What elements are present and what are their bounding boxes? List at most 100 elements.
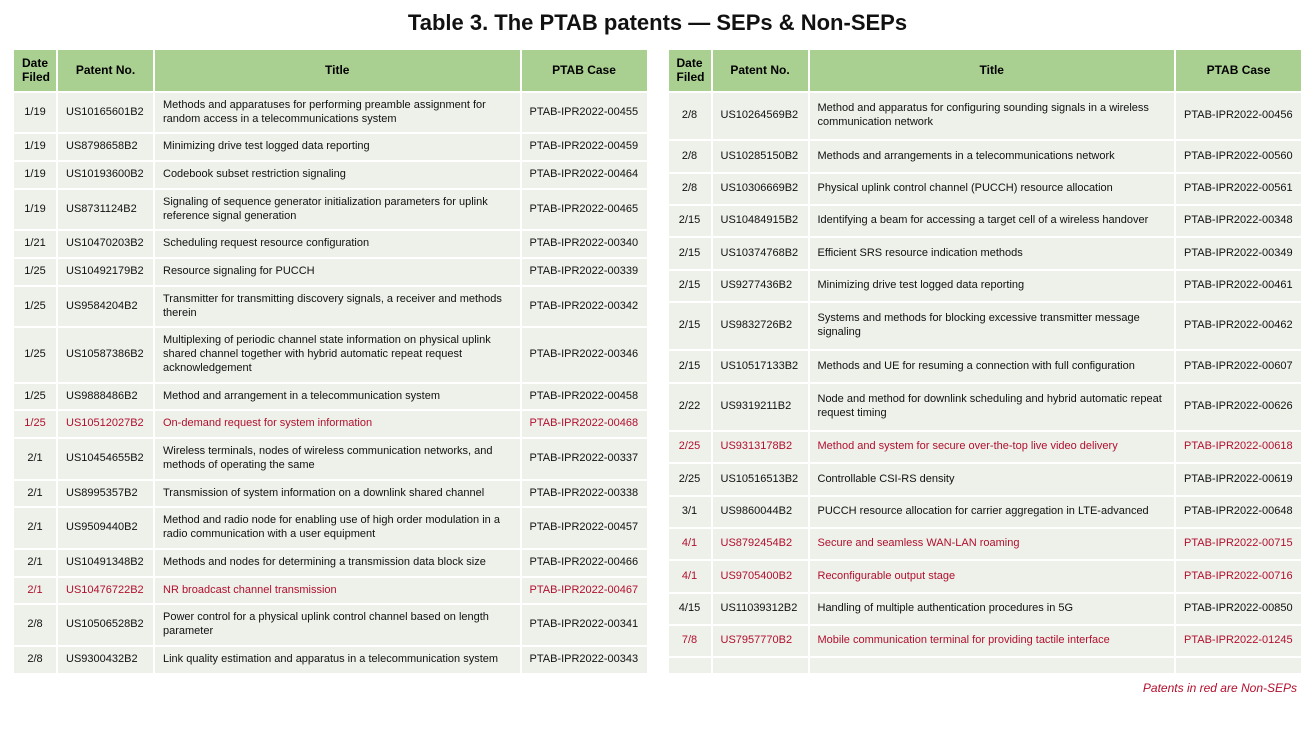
cell-case: PTAB-IPR2022-00461 [1176,271,1301,301]
cell-patent: US9860044B2 [713,497,808,527]
table-row: 2/15US9277436B2Minimizing drive test log… [669,271,1302,301]
cell-patent: US9584204B2 [58,287,153,327]
cell-case: PTAB-IPR2022-00338 [522,481,647,507]
table-row: 7/8US7957770B2Mobile communication termi… [669,626,1302,656]
cell-case: PTAB-IPR2022-00342 [522,287,647,327]
cell-date: 1/25 [14,411,56,437]
table-row: 2/8US10506528B2Power control for a physi… [14,605,647,645]
table-row: 1/25US10512027B2On-demand request for sy… [14,411,647,437]
table-row: 4/1US9705400B2Reconfigurable output stag… [669,561,1302,591]
cell-patent: US10306669B2 [713,174,808,204]
cell-patent: US10491348B2 [58,550,153,576]
cell-case: PTAB-IPR2022-00715 [1176,529,1301,559]
right-table: Date Filed Patent No. Title PTAB Case 2/… [667,48,1304,675]
left-table: Date Filed Patent No. Title PTAB Case 1/… [12,48,649,675]
cell-patent: US10587386B2 [58,328,153,381]
cell-case: PTAB-IPR2022-00618 [1176,432,1301,462]
table-row: 4/1US8792454B2Secure and seamless WAN-LA… [669,529,1302,559]
cell-title: Method and apparatus for configuring sou… [810,93,1175,140]
table-row: 2/15US10484915B2Identifying a beam for a… [669,206,1302,236]
cell-case: PTAB-IPR2022-01245 [1176,626,1301,656]
table-row: 1/19US10165601B2Methods and apparatuses … [14,93,647,133]
cell-date: 4/1 [669,529,711,559]
cell-case: PTAB-IPR2022-00467 [522,578,647,604]
table-row: 2/22US9319211B2Node and method for downl… [669,384,1302,431]
table-row: 2/1US10454655B2Wireless terminals, nodes… [14,439,647,479]
cell-case: PTAB-IPR2022-00340 [522,231,647,257]
cell-title: Method and arrangement in a telecommunic… [155,384,520,410]
cell-date [669,658,711,672]
cell-case: PTAB-IPR2022-00349 [1176,238,1301,268]
cell-title: Multiplexing of periodic channel state i… [155,328,520,381]
footnote: Patents in red are Non-SEPs [12,681,1303,695]
cell-case: PTAB-IPR2022-00457 [522,508,647,548]
cell-title: Methods and nodes for determining a tran… [155,550,520,576]
cell-title: Controllable CSI-RS density [810,464,1175,494]
cell-date: 2/25 [669,464,711,494]
cell-case: PTAB-IPR2022-00619 [1176,464,1301,494]
cell-title [810,658,1175,672]
table-row: 2/8US10285150B2Methods and arrangements … [669,141,1302,171]
cell-date: 2/8 [14,605,56,645]
cell-patent: US9888486B2 [58,384,153,410]
table-row: 1/19US8798658B2Minimizing drive test log… [14,134,647,160]
cell-title: Wireless terminals, nodes of wireless co… [155,439,520,479]
table-row: 2/1US8995357B2Transmission of system inf… [14,481,647,507]
cell-patent: US10454655B2 [58,439,153,479]
cell-patent: US9319211B2 [713,384,808,431]
cell-case: PTAB-IPR2022-00466 [522,550,647,576]
cell-case: PTAB-IPR2022-00468 [522,411,647,437]
cell-patent: US9705400B2 [713,561,808,591]
table-row: 2/8US10306669B2Physical uplink control c… [669,174,1302,204]
cell-date: 2/15 [669,206,711,236]
cell-patent: US10470203B2 [58,231,153,257]
cell-date: 2/15 [669,271,711,301]
col-header-patent: Patent No. [713,50,808,91]
cell-patent: US10193600B2 [58,162,153,188]
cell-title: Identifying a beam for accessing a targe… [810,206,1175,236]
cell-patent: US10492179B2 [58,259,153,285]
table-row: 1/25US9888486B2Method and arrangement in… [14,384,647,410]
cell-case [1176,658,1301,672]
cell-patent: US9277436B2 [713,271,808,301]
cell-title: On-demand request for system information [155,411,520,437]
table-row: 2/15US10517133B2Methods and UE for resum… [669,351,1302,381]
cell-title: Methods and UE for resuming a connection… [810,351,1175,381]
cell-case: PTAB-IPR2022-00339 [522,259,647,285]
cell-title: Secure and seamless WAN-LAN roaming [810,529,1175,559]
cell-title: Method and radio node for enabling use o… [155,508,520,548]
col-header-date: Date Filed [669,50,711,91]
col-header-case: PTAB Case [1176,50,1301,91]
cell-patent: US8798658B2 [58,134,153,160]
cell-patent: US8995357B2 [58,481,153,507]
col-header-date: Date Filed [14,50,56,91]
cell-patent: US10165601B2 [58,93,153,133]
cell-title: Minimizing drive test logged data report… [155,134,520,160]
table-row: 2/15US9832726B2Systems and methods for b… [669,303,1302,350]
cell-patent: US9313178B2 [713,432,808,462]
cell-date: 2/15 [669,303,711,350]
cell-case: PTAB-IPR2022-00343 [522,647,647,673]
table-row: 2/1US9509440B2Method and radio node for … [14,508,647,548]
cell-case: PTAB-IPR2022-00626 [1176,384,1301,431]
cell-date: 2/1 [14,481,56,507]
cell-patent: US9509440B2 [58,508,153,548]
table-row: 2/25US9313178B2Method and system for sec… [669,432,1302,462]
cell-title: Scheduling request resource configuratio… [155,231,520,257]
cell-title: Methods and apparatuses for performing p… [155,93,520,133]
cell-date: 2/8 [669,93,711,140]
table-row: 2/8US10264569B2Method and apparatus for … [669,93,1302,140]
cell-case: PTAB-IPR2022-00560 [1176,141,1301,171]
cell-case: PTAB-IPR2022-00455 [522,93,647,133]
table-title: Table 3. The PTAB patents — SEPs & Non-S… [12,10,1303,36]
cell-patent: US9300432B2 [58,647,153,673]
cell-date: 1/21 [14,231,56,257]
cell-title: Physical uplink control channel (PUCCH) … [810,174,1175,204]
cell-date: 7/8 [669,626,711,656]
cell-title: Methods and arrangements in a telecommun… [810,141,1175,171]
cell-title: Transmitter for transmitting discovery s… [155,287,520,327]
cell-date: 2/15 [669,238,711,268]
cell-case: PTAB-IPR2022-00648 [1176,497,1301,527]
cell-title: Signaling of sequence generator initiali… [155,190,520,230]
table-row: 2/1US10491348B2Methods and nodes for det… [14,550,647,576]
